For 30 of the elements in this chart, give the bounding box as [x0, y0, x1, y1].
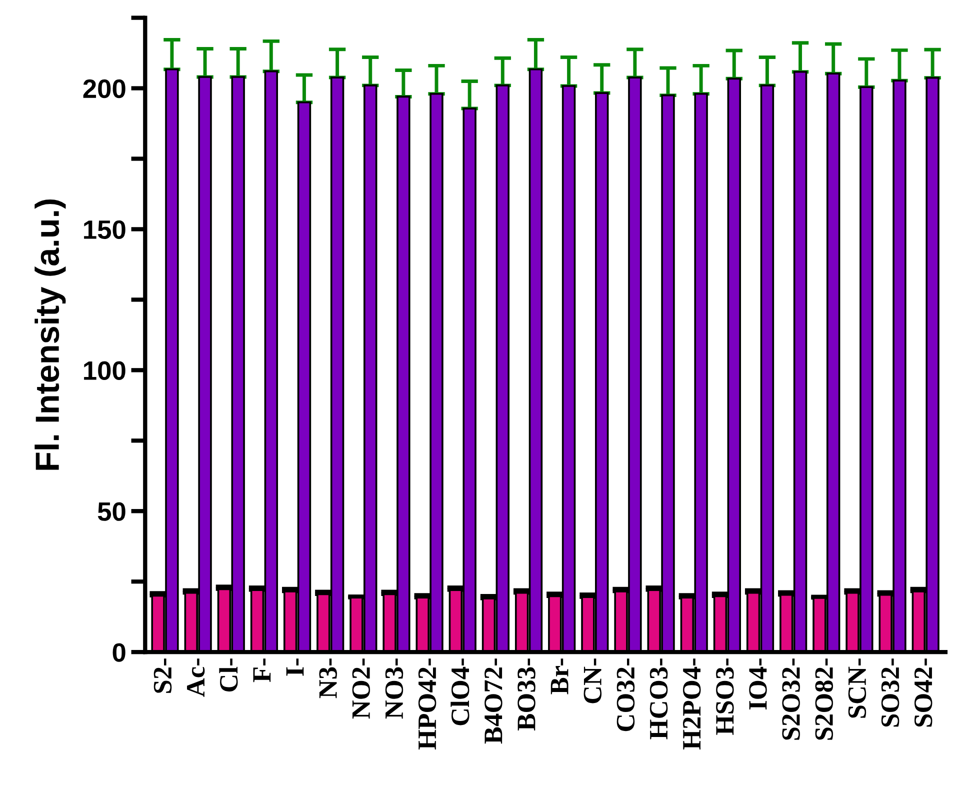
- x-tick-label: F-: [253, 658, 271, 682]
- x-tick-label: SCN-: [848, 658, 866, 718]
- x-tick-label: Ac-: [186, 658, 205, 697]
- x-tick-label: CN-: [584, 658, 602, 704]
- x-tick-label: SO32-: [881, 658, 900, 727]
- x-tick-label: S2O82-: [815, 658, 834, 740]
- x-tick-label: IO4-: [749, 658, 767, 710]
- x-tick-label: HCO3-: [650, 658, 668, 740]
- x-tick-label: H2PO4-: [682, 658, 701, 750]
- y-tick-label: 50: [98, 502, 126, 521]
- x-tick-label: SO42-: [914, 658, 932, 727]
- x-tick-label: CO32-: [616, 658, 635, 732]
- y-tick-label: 200: [83, 79, 126, 98]
- x-tick-label: I-: [286, 658, 304, 676]
- x-tick-label: BO33-: [518, 658, 536, 730]
- y-tick-label: 150: [84, 220, 126, 240]
- y-tick-label: 0: [112, 643, 126, 662]
- x-tick-label: NO2-: [352, 658, 370, 719]
- x-tick-label: Cl-: [219, 658, 238, 692]
- x-tick-label: Br-: [550, 658, 568, 694]
- x-tick-label: B4O72-: [484, 658, 502, 744]
- x-tick-label: N3-: [319, 658, 337, 698]
- y-tick-label: 100: [84, 361, 126, 380]
- x-tick-label: NO3-: [385, 658, 404, 719]
- x-tick-label: S2O32-: [782, 658, 800, 740]
- x-tick-label: ClO4-: [450, 658, 470, 726]
- x-tick-label: HPO42-: [418, 658, 436, 750]
- y-axis-title: Fl. Intensity (a.u.): [34, 200, 66, 470]
- x-tick-label: S2-: [154, 658, 172, 693]
- x-tick-label: HSO3-: [716, 658, 734, 735]
